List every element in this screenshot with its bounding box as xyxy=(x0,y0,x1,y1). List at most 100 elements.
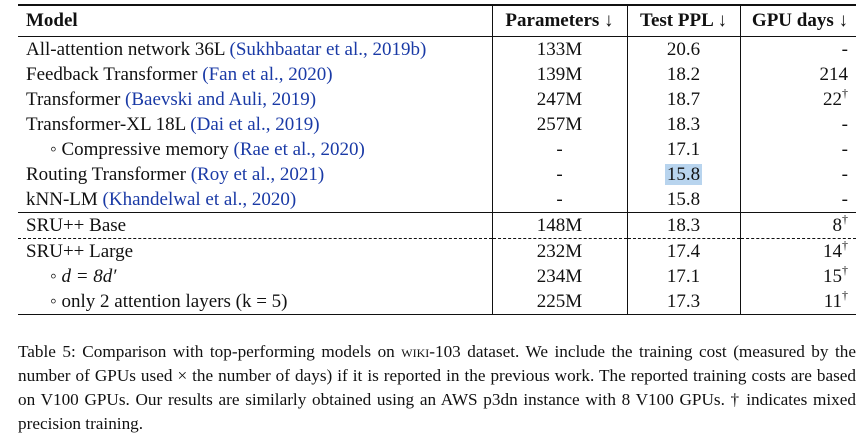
model-name: ◦ Compressive memory xyxy=(50,138,229,160)
comparison-table-container: Model Parameters ↓ Test PPL ↓ GPU days ↓… xyxy=(18,4,856,315)
caption-text: -103 dataset. We include the training co… xyxy=(18,342,856,433)
ppl-cell: 18.3 xyxy=(626,112,740,137)
gpu-days-cell: 8† xyxy=(739,211,856,239)
ppl-cell: 17.1 xyxy=(626,137,740,162)
model-name: Feedback Transformer xyxy=(26,63,198,85)
model-cell: All-attention network 36L (Sukhbaatar et… xyxy=(18,37,492,63)
ppl-cell: 17.3 xyxy=(626,289,740,315)
gpu-days-value: 22 xyxy=(823,88,842,110)
model-name: ◦ only 2 attention layers (k = 5) xyxy=(50,290,288,312)
header-test-ppl: Test PPL ↓ xyxy=(626,4,740,37)
citation-link[interactable]: (Baevski and Auli, 2019) xyxy=(125,88,317,110)
table-row: SRU++ Base 148M 18.3 8† xyxy=(18,211,856,239)
gpu-days-value: 214 xyxy=(819,63,849,85)
model-cell: SRU++ Large xyxy=(18,238,492,264)
gpu-days-cell: 11† xyxy=(739,287,856,315)
gpu-days-value: - xyxy=(841,38,848,60)
params-cell: 232M xyxy=(491,238,627,264)
highlighted-best-ppl: 15.8 xyxy=(664,163,703,185)
model-cell: Feedback Transformer (Fan et al., 2020) xyxy=(18,62,492,87)
table-row: Feedback Transformer (Fan et al., 2020) … xyxy=(18,62,856,87)
model-name: ◦ d = 8d′ xyxy=(50,265,117,287)
ppl-cell: 17.1 xyxy=(626,264,740,289)
params-cell: 247M xyxy=(491,87,627,112)
table-header-row: Model Parameters ↓ Test PPL ↓ GPU days ↓ xyxy=(18,4,856,37)
params-cell: 225M xyxy=(491,289,627,315)
gpu-days-value: - xyxy=(841,188,848,210)
params-cell: - xyxy=(491,187,627,213)
gpu-days-value: 11 xyxy=(823,290,842,312)
table-row: ◦ Compressive memory (Rae et al., 2020) … xyxy=(18,137,856,162)
gpu-days-cell: - xyxy=(739,162,856,187)
dagger-mark: † xyxy=(842,262,848,277)
model-cell: ◦ only 2 attention layers (k = 5) xyxy=(18,289,492,315)
ppl-cell: 20.6 xyxy=(626,36,740,62)
table-row: SRU++ Large 232M 17.4 14† xyxy=(18,237,856,264)
dagger-mark: † xyxy=(842,211,848,226)
citation-link[interactable]: (Roy et al., 2021) xyxy=(190,163,325,185)
table-row: Routing Transformer (Roy et al., 2021) -… xyxy=(18,162,856,187)
citation-link[interactable]: (Fan et al., 2020) xyxy=(202,63,333,85)
gpu-days-cell: - xyxy=(739,112,856,137)
ppl-cell: 15.8 xyxy=(626,187,740,213)
header-parameters: Parameters ↓ xyxy=(491,4,627,37)
params-cell: - xyxy=(491,137,627,162)
dagger-mark: † xyxy=(842,287,848,302)
dagger-mark: † xyxy=(842,237,848,252)
model-cell: kNN-LM (Khandelwal et al., 2020) xyxy=(18,187,492,213)
model-cell: SRU++ Base xyxy=(18,212,492,239)
dagger-mark: † xyxy=(842,85,848,100)
gpu-days-value: - xyxy=(841,163,848,185)
citation-link[interactable]: (Khandelwal et al., 2020) xyxy=(102,188,297,210)
header-gpu-days: GPU days ↓ xyxy=(739,4,856,37)
gpu-days-cell: 15† xyxy=(739,262,856,289)
params-cell: - xyxy=(491,162,627,187)
gpu-days-value: - xyxy=(841,113,848,135)
model-name: SRU++ Large xyxy=(26,240,134,262)
gpu-days-cell: - xyxy=(739,137,856,162)
table-row: ◦ d = 8d′ 234M 17.1 15† xyxy=(18,264,856,289)
gpu-days-value: 8 xyxy=(832,214,843,236)
gpu-days-cell: 14† xyxy=(739,237,856,264)
model-name: All-attention network 36L xyxy=(26,38,225,60)
gpu-days-value: 15 xyxy=(823,265,842,287)
citation-link[interactable]: (Sukhbaatar et al., 2019b) xyxy=(229,38,427,60)
model-cell: ◦ Compressive memory (Rae et al., 2020) xyxy=(18,137,492,162)
params-cell: 133M xyxy=(491,36,627,62)
table-row: Transformer (Baevski and Auli, 2019) 247… xyxy=(18,87,856,112)
caption-dataset: wiki xyxy=(401,342,430,361)
ppl-cell: 15.8 xyxy=(626,162,740,187)
gpu-days-value: - xyxy=(841,138,848,160)
model-name: kNN-LM xyxy=(26,188,98,210)
model-name: Transformer xyxy=(26,88,121,110)
table-caption: Table 5: Comparison with top-performing … xyxy=(18,340,856,436)
params-cell: 234M xyxy=(491,264,627,289)
gpu-days-cell: - xyxy=(739,187,856,213)
gpu-days-cell: 22† xyxy=(739,85,856,112)
model-cell: ◦ d = 8d′ xyxy=(18,264,492,289)
ppl-cell: 18.2 xyxy=(626,62,740,87)
params-cell: 148M xyxy=(491,212,627,239)
gpu-days-value: 14 xyxy=(823,240,842,262)
citation-link[interactable]: (Dai et al., 2019) xyxy=(190,113,320,135)
model-name: Routing Transformer xyxy=(26,163,186,185)
ppl-cell: 17.4 xyxy=(626,238,740,264)
gpu-days-cell: 214 xyxy=(739,62,856,87)
model-cell: Transformer-XL 18L (Dai et al., 2019) xyxy=(18,112,492,137)
table-row: ◦ only 2 attention layers (k = 5) 225M 1… xyxy=(18,289,856,315)
caption-lead: Table 5: Comparison with top-performing … xyxy=(18,342,402,361)
gpu-days-cell: - xyxy=(739,36,856,62)
params-cell: 139M xyxy=(491,62,627,87)
header-model: Model xyxy=(18,4,492,37)
model-cell: Routing Transformer (Roy et al., 2021) xyxy=(18,162,492,187)
ppl-cell: 18.3 xyxy=(626,212,740,239)
table-row: kNN-LM (Khandelwal et al., 2020) - 15.8 … xyxy=(18,187,856,213)
table-row: All-attention network 36L (Sukhbaatar et… xyxy=(18,36,856,63)
model-name: Transformer-XL 18L xyxy=(26,113,186,135)
citation-link[interactable]: (Rae et al., 2020) xyxy=(233,138,365,160)
table-row: Transformer-XL 18L (Dai et al., 2019) 25… xyxy=(18,112,856,137)
comparison-table: Model Parameters ↓ Test PPL ↓ GPU days ↓… xyxy=(18,4,856,315)
ppl-cell: 18.7 xyxy=(626,87,740,112)
model-name: SRU++ Base xyxy=(26,214,127,236)
params-cell: 257M xyxy=(491,112,627,137)
